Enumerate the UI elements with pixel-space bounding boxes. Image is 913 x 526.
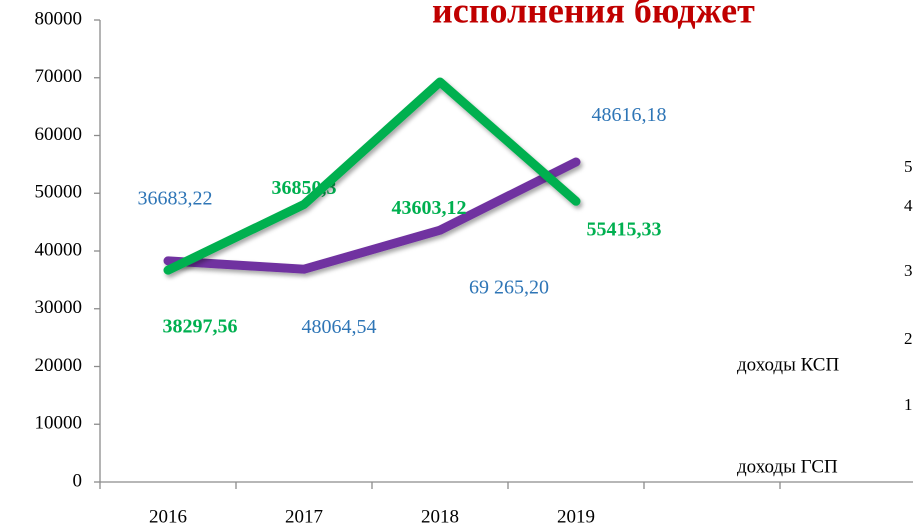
- x-tick-label: 2018: [421, 506, 459, 526]
- y-tick-label: 50000: [35, 182, 83, 203]
- clipped-label: 5: [904, 157, 913, 176]
- chart-title: исполнения бюджет: [432, 0, 755, 30]
- data-label: 48064,54: [302, 316, 377, 338]
- y-tick-label: 60000: [35, 124, 83, 145]
- legend-label: доходы КСП: [737, 354, 839, 375]
- y-tick-label: 20000: [35, 355, 83, 376]
- x-tick-label: 2019: [557, 506, 595, 526]
- clipped-label: 4: [904, 196, 913, 215]
- series-line: [163, 157, 581, 274]
- y-tick-label: 70000: [35, 66, 83, 87]
- clipped-label: 2: [904, 329, 913, 348]
- data-label: 69 265,20: [469, 277, 549, 299]
- y-tick-label: 40000: [35, 239, 83, 260]
- y-tick-label: 30000: [35, 297, 83, 318]
- series-line: [163, 77, 581, 275]
- y-tick-label: 0: [73, 470, 83, 491]
- data-label: 48616,18: [592, 104, 667, 126]
- data-label: 38297,56: [163, 315, 238, 337]
- data-label: 43603,12: [392, 197, 467, 219]
- legend-label: доходы ГСП: [737, 456, 838, 477]
- y-tick-label: 10000: [35, 413, 83, 434]
- clipped-label: 1: [904, 395, 913, 414]
- x-tick-label: 2017: [285, 506, 323, 526]
- data-label: 36683,22: [138, 188, 213, 210]
- y-tick-label: 80000: [35, 8, 83, 29]
- data-label: 55415,33: [587, 219, 662, 241]
- x-tick-label: 2016: [149, 506, 187, 526]
- clipped-label: 3: [904, 261, 913, 280]
